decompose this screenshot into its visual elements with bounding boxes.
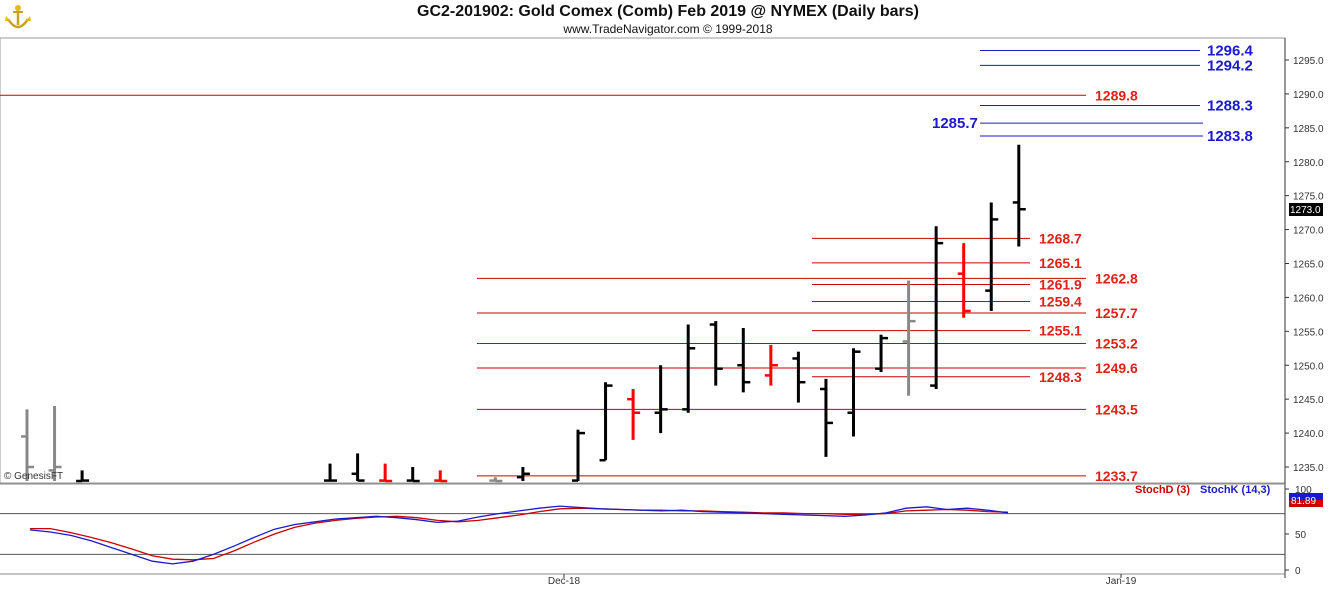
- trade-navigator-logo-icon: [5, 5, 31, 29]
- ohlc-bar: [48, 405, 62, 481]
- ohlc-bar: [930, 226, 944, 389]
- chart-header: GC2-201902: Gold Comex (Comb) Feb 2019 @…: [0, 0, 1336, 38]
- ohlc-bar: [76, 470, 90, 483]
- ohlc-bar: [792, 351, 806, 403]
- y-tick-label: 1250.0: [1293, 361, 1324, 372]
- level-label: 1296.4: [1207, 43, 1254, 60]
- level-label: 1285.7: [932, 115, 978, 132]
- y-tick-label: 1240.0: [1293, 429, 1324, 440]
- legend-stochk: StochK (14,3): [1200, 484, 1271, 496]
- ohlc-bar: [489, 477, 503, 483]
- level-label: 1294.2: [1207, 57, 1253, 74]
- y-tick-label: 1270.0: [1293, 226, 1324, 237]
- level-label: 1233.7: [1095, 468, 1138, 484]
- y-tick-label: 1280.0: [1293, 158, 1324, 169]
- y-tick-label: 1285.0: [1293, 124, 1324, 135]
- level-label: 1253.2: [1095, 336, 1138, 352]
- ohlc-bar: [627, 388, 641, 440]
- ohlc-bar: [957, 243, 971, 318]
- y-tick-label: 1275.0: [1293, 192, 1324, 203]
- x-axis-label: Dec-18: [548, 576, 581, 587]
- level-label: 1262.8: [1095, 270, 1138, 286]
- chart-subtitle: www.TradeNavigator.com © 1999-2018: [563, 22, 773, 36]
- x-axis-label: Jan-19: [1106, 576, 1137, 587]
- y-tick-label: 1290.0: [1293, 90, 1324, 101]
- ohlc-bar: [819, 378, 833, 457]
- ohlc-bar: [737, 327, 751, 393]
- ohlc-bar: [875, 334, 889, 373]
- level-label: 1249.6: [1095, 360, 1138, 376]
- stoch-tick-label: 100: [1295, 485, 1312, 496]
- ohlc-bar: [902, 280, 916, 396]
- ohlc-bar: [351, 453, 365, 482]
- ohlc-bar: [985, 202, 999, 311]
- ohlc-bar: [379, 463, 393, 483]
- level-label: 1243.5: [1095, 401, 1138, 417]
- legend-stochd: StochD (3): [1135, 484, 1190, 496]
- ohlc-bar: [1012, 144, 1026, 247]
- ohlc-bar: [764, 344, 778, 386]
- level-label: 1248.3: [1039, 369, 1082, 385]
- stoch-tag-bottom: [1289, 500, 1323, 507]
- level-label: 1288.3: [1207, 97, 1253, 114]
- stoch-series-line: [29, 505, 1009, 565]
- y-tick-label: 1255.0: [1293, 327, 1324, 338]
- ohlc-bar: [572, 429, 585, 482]
- level-label: 1268.7: [1039, 230, 1082, 246]
- y-tick-label: 1235.0: [1293, 463, 1324, 474]
- last-price-label: 1273.0: [1290, 205, 1321, 216]
- ohlc-bar: [21, 409, 34, 481]
- price-panel: 1235.0 1240.0 1245.0 1250.0 1255.0 1260.0 1265…: [0, 37, 1324, 578]
- ohlc-bar: [654, 365, 668, 434]
- ohlc-bar: [434, 470, 448, 483]
- level-label: 1265.1: [1039, 255, 1082, 271]
- ohlc-bar: [599, 382, 613, 462]
- stoch-tick-label: 0: [1295, 566, 1301, 577]
- level-label: 1257.7: [1095, 305, 1138, 321]
- y-tick-label: 1245.0: [1293, 395, 1324, 406]
- ohlc-bar: [847, 348, 861, 437]
- y-tick-label: 1295.0: [1293, 56, 1324, 67]
- y-tick-label: 1265.0: [1293, 260, 1324, 271]
- level-label: 1289.8: [1095, 87, 1138, 103]
- level-label: 1283.8: [1207, 128, 1253, 145]
- stochastic-panel: 0 50 100 StochD (3) StochK (14,3) 81.89 Dec-18…: [0, 483, 1323, 587]
- chart-title: GC2-201902: Gold Comex (Comb) Feb 2019 @…: [417, 3, 919, 20]
- ohlc-bar: [682, 324, 696, 413]
- stoch-tick-label: 50: [1295, 530, 1307, 541]
- level-label: 1259.4: [1039, 293, 1082, 309]
- ohlc-bar: [709, 321, 723, 386]
- stoch-last-value-tag: 81.89: [1289, 493, 1323, 507]
- ohlc-bar: [324, 463, 338, 482]
- level-label: 1255.1: [1039, 323, 1082, 339]
- y-tick-label: 1260.0: [1293, 293, 1324, 304]
- ohlc-bar: [516, 467, 530, 481]
- stoch-series-line: [30, 507, 1009, 561]
- price-tag: 1273.0: [1289, 203, 1323, 216]
- copyright-label: © GenesisFT: [4, 471, 63, 482]
- stoch-last-value-label: 81.89: [1291, 496, 1316, 507]
- stoch-tag-top: [1289, 493, 1323, 500]
- ohlc-bar: [406, 467, 420, 483]
- level-label: 1261.9: [1039, 277, 1082, 293]
